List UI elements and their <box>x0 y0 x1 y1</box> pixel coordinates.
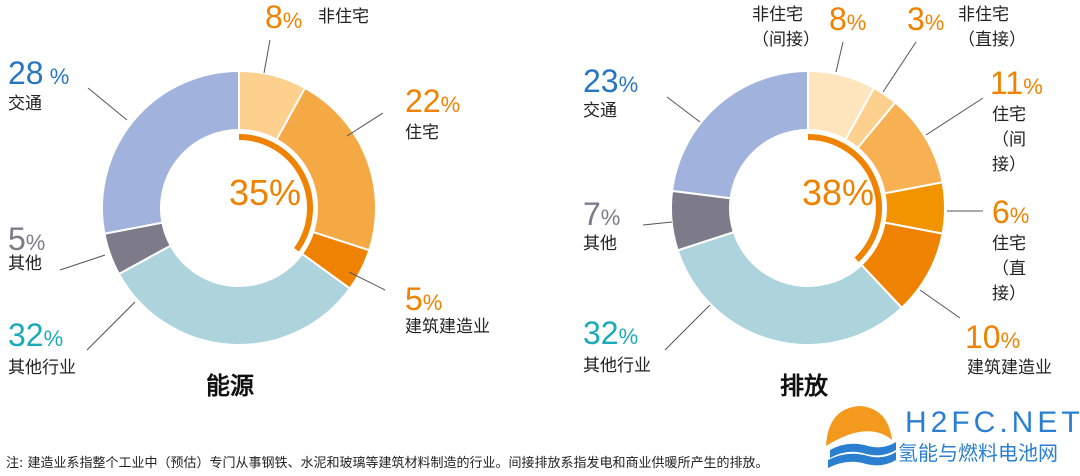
leader-line <box>348 271 386 291</box>
slice-label: 其他行业 <box>8 358 76 378</box>
leader-line <box>59 254 106 271</box>
pct-label: 32% <box>583 315 639 351</box>
slice-label: 住宅 <box>405 123 439 143</box>
slice-label: 非住宅（直接） <box>958 5 1026 50</box>
slice-label: 非住宅 <box>318 7 369 27</box>
pct-label: 3% <box>907 1 945 37</box>
leader-line <box>919 289 961 319</box>
center-label: 38% <box>802 172 875 213</box>
watermark-subtitle: 氢能与燃料电池网 <box>898 441 1058 465</box>
leader-line <box>86 301 136 351</box>
leader-line <box>925 97 984 136</box>
leader-line <box>263 39 271 74</box>
pct-label: 11% <box>990 65 1043 101</box>
pct-label: 6% <box>992 194 1030 230</box>
watermark-logo-icon <box>826 406 896 468</box>
pct-label: 23% <box>583 63 639 99</box>
donut-slice <box>101 69 240 235</box>
leader-line <box>87 87 128 121</box>
donut-slice <box>117 244 352 346</box>
leader-line <box>835 41 844 73</box>
pct-label: 22% <box>405 83 461 119</box>
pct-label: 5% <box>405 281 443 317</box>
leader-line <box>882 41 917 93</box>
highlight-arc <box>807 134 882 262</box>
slice-label: 其他 <box>583 234 617 254</box>
center-label: 35% <box>229 172 302 213</box>
watermark-name: H2FC.NET <box>905 406 1080 439</box>
leader-line <box>664 304 711 351</box>
slice-label: 其他行业 <box>583 356 651 376</box>
chart-title: 排放 <box>780 372 828 400</box>
slice-label: 其他 <box>8 254 42 274</box>
pct-label: 10% <box>965 319 1021 355</box>
slice-label: 住宅（直接） <box>992 234 1026 304</box>
highlight-arc <box>238 134 313 252</box>
pct-label: 5% <box>8 221 46 257</box>
pct-label: 32% <box>8 317 64 353</box>
leader-line <box>642 221 673 226</box>
leader-line <box>666 96 701 123</box>
pct-label: 28 % <box>8 55 70 91</box>
slice-label: 建筑建造业 <box>967 358 1052 378</box>
pct-label: 8% <box>265 0 303 35</box>
donut-slice <box>275 86 377 252</box>
slice-label: 非住宅（间接） <box>752 5 820 50</box>
leader-line <box>346 112 384 137</box>
pct-label: 7% <box>583 196 621 232</box>
pct-label: 8% <box>829 1 867 37</box>
slice-label: 住宅（间接） <box>992 105 1026 175</box>
donut-slice <box>676 230 904 346</box>
slice-label: 建筑建造业 <box>405 317 490 337</box>
chart-title: 能源 <box>206 372 254 400</box>
footnote: 注: 建造业系指整个工业中（预估）专门从事钢铁、水泥和玻璃等建筑材料制造的行业。… <box>6 456 769 471</box>
donut-slice <box>670 69 809 200</box>
slice-label: 交通 <box>583 101 617 121</box>
slice-label: 交通 <box>8 94 42 114</box>
